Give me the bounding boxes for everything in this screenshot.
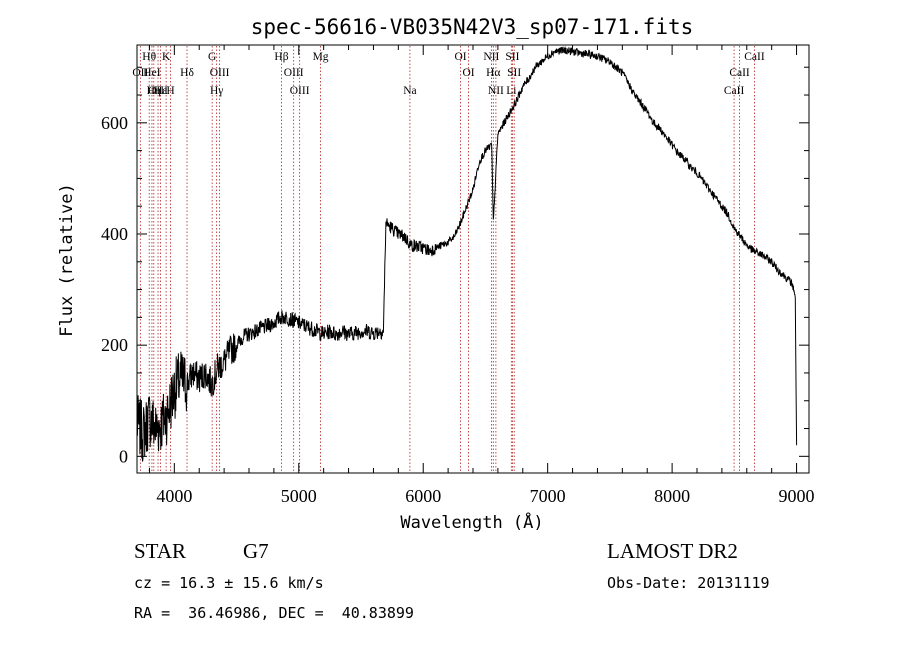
y-tick-label: 0 <box>119 446 128 466</box>
emission-line-label: Hγ <box>210 85 223 97</box>
emission-line-label: Hδ <box>180 67 194 79</box>
emission-line-label: CaII <box>744 51 765 63</box>
emission-line-label: SII <box>507 67 521 79</box>
emission-line-label: K <box>162 51 171 63</box>
emission-line-label: HeI <box>143 67 160 79</box>
emission-line-labels: HθOIIOIIIHεHeIHηKHHδGOIIIHγHβOIIIOIIIMgN… <box>132 51 765 97</box>
x-tick-label: 6000 <box>405 486 441 506</box>
emission-line-label: H <box>166 85 174 97</box>
spectrum-line <box>136 45 798 462</box>
emission-line-label: OIII <box>210 67 230 79</box>
emission-line-label: SII <box>505 51 519 63</box>
emission-line-label: OII <box>132 67 148 79</box>
emission-line-label: NII <box>488 85 504 97</box>
emission-line-markers <box>139 46 755 472</box>
emission-line-label: OI <box>454 51 466 63</box>
emission-line-label: Hθ <box>142 51 156 63</box>
chart-title: spec-56616-VB035N42V3_sp07-171.fits <box>251 15 694 39</box>
y-tick-label: 600 <box>101 113 128 133</box>
survey-name: LAMOST DR2 <box>607 539 738 563</box>
emission-line-label: G <box>208 51 216 63</box>
x-tick-label: 8000 <box>654 486 690 506</box>
emission-line-label: Hη <box>147 85 161 97</box>
axis-ticks: 4000 5000 6000 7000 8000 9000 0 200 400 600 <box>101 45 815 506</box>
coordinates-text: RA = 36.46986, DEC = 40.83899 <box>134 604 414 622</box>
emission-line-label: NII <box>483 51 499 63</box>
y-tick-label: 400 <box>101 224 128 244</box>
y-axis-label: Flux (relative) <box>57 183 77 337</box>
emission-line-label: Hβ <box>274 51 288 63</box>
emission-line-label: Hα <box>486 67 500 79</box>
emission-line-label: CaII <box>724 85 745 97</box>
emission-line-label: Hε <box>154 85 167 97</box>
emission-line-label: OIII <box>284 67 304 79</box>
emission-line-label: Na <box>403 85 416 97</box>
x-tick-label: 5000 <box>281 486 317 506</box>
x-tick-label: 7000 <box>530 486 566 506</box>
emission-line-label: OIII <box>148 85 168 97</box>
emission-line-label: Li <box>506 85 516 97</box>
object-subclass: G7 <box>243 539 269 563</box>
emission-line-label: OIII <box>290 85 310 97</box>
emission-line-label: CaII <box>729 67 750 79</box>
x-tick-label: 9000 <box>779 486 815 506</box>
redshift-text: cz = 16.3 ± 15.6 km/s <box>134 574 324 592</box>
emission-line-label: OI <box>462 67 474 79</box>
emission-line-label: Mg <box>313 51 329 63</box>
obs-date-text: Obs-Date: 20131119 <box>607 574 770 592</box>
object-class: STAR <box>134 539 186 563</box>
x-axis-label: Wavelength (Å) <box>400 511 543 533</box>
y-tick-label: 200 <box>101 335 128 355</box>
x-tick-label: 4000 <box>156 486 192 506</box>
plot-frame <box>136 44 810 474</box>
